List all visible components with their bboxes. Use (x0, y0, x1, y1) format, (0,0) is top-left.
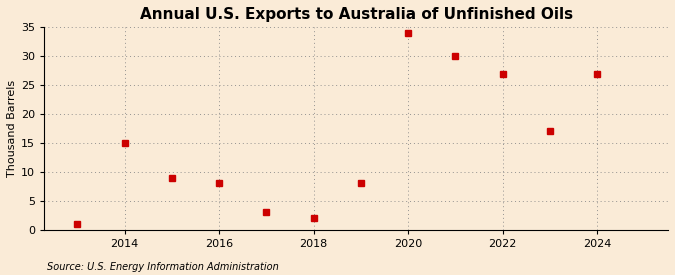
Y-axis label: Thousand Barrels: Thousand Barrels (7, 80, 17, 177)
Title: Annual U.S. Exports to Australia of Unfinished Oils: Annual U.S. Exports to Australia of Unfi… (140, 7, 572, 22)
Text: Source: U.S. Energy Information Administration: Source: U.S. Energy Information Administ… (47, 262, 279, 272)
